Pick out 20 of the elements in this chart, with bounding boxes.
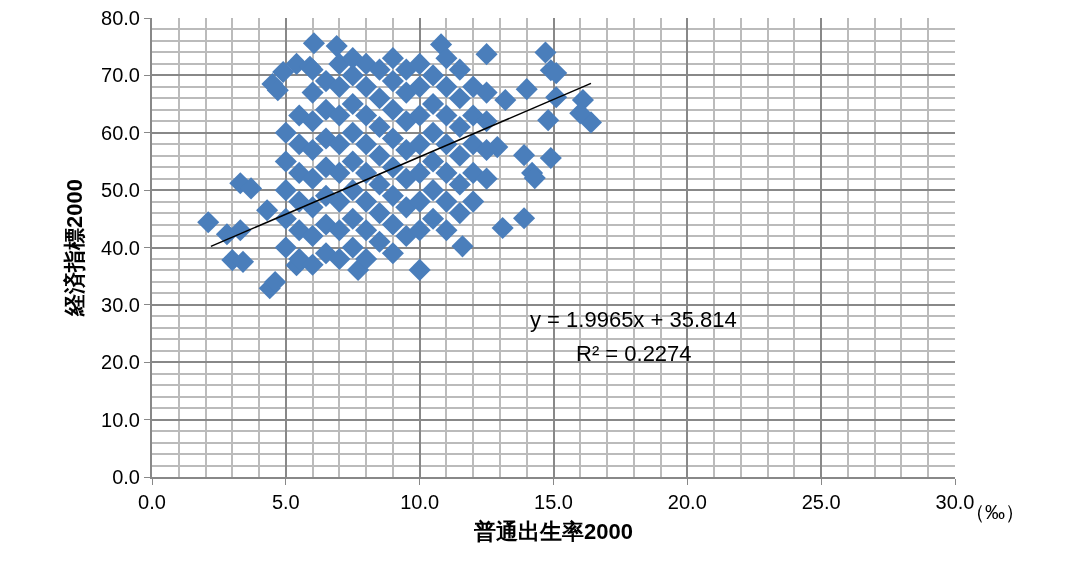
y-tick-label: 20.0 (101, 351, 140, 374)
y-axis-title: 経済指標2000 (62, 179, 88, 317)
x-tick-label: 10.0 (400, 491, 440, 513)
y-tick-label: 40.0 (101, 236, 140, 259)
y-tick-label: 60.0 (101, 121, 140, 144)
x-tick-label: 25.0 (801, 491, 841, 513)
x-tick-label: 15.0 (534, 491, 573, 513)
y-tick-label: 0.0 (112, 466, 140, 488)
y-tick-label: 50.0 (101, 179, 140, 202)
y-tick-label: 80.0 (101, 7, 140, 29)
y-tick-label: 70.0 (101, 64, 140, 87)
x-tick-label: 5.0 (271, 491, 300, 513)
x-tick-label: 20.0 (667, 491, 707, 513)
annotation: R² = 0.2274 (576, 341, 692, 366)
annotation: y = 1.9965x + 35.814 (530, 307, 737, 332)
y-tick-label: 30.0 (101, 293, 140, 316)
y-tick-label: 10.0 (101, 408, 140, 431)
x-axis-title: 普通出生率2000 (473, 519, 633, 545)
x-tick-label: 30.0 (935, 491, 975, 513)
x-tick-label: 0.0 (138, 491, 166, 513)
